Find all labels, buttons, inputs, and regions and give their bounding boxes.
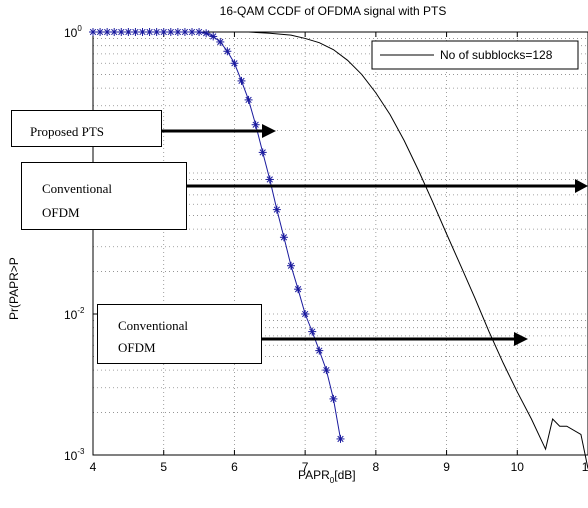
data-point-star [279,233,288,242]
x-axis-label-sub: 0 [330,476,335,485]
data-point-star [188,28,196,36]
x-tick-label: 7 [302,460,309,474]
data-point-star [265,175,274,184]
data-point-star [138,28,147,36]
data-point-star [89,28,97,36]
y-tick-base: 10 [64,26,78,40]
data-point-star [294,285,303,294]
data-point-star [237,76,246,85]
data-point-star [336,434,345,443]
y-tick-exponent: 0 [77,24,82,33]
data-point-star [301,310,310,318]
x-tick-label: 9 [443,460,450,474]
series-layer [89,28,588,469]
data-point-star [329,394,338,403]
arrows [162,124,588,346]
legend-box [371,40,579,70]
data-point-star [287,261,295,270]
x-tick-label: 11 [582,460,588,474]
data-point-star [202,29,211,38]
data-point-star [131,28,140,36]
data-point-star [230,59,239,68]
x-axis-label-unit: [dB] [334,468,355,482]
chart-title: 16-QAM CCDF of OFDMA signal with PTS [220,4,447,18]
legend: No of subblocks=128 [371,40,579,70]
x-axis-label: PAPR0[dB] [298,468,356,485]
data-point-star [103,28,112,36]
data-point-star [159,28,168,36]
y-tick-label: 10-3 [64,447,85,463]
y-tick-label: 10-2 [64,306,85,322]
arrow-conv2-head [514,332,528,346]
data-point-star [308,327,317,336]
x-tick-label: 4 [90,460,97,474]
data-point-star [110,28,119,36]
y-tick-label: 100 [64,24,82,40]
data-point-star [166,28,175,36]
x-tick-label: 10 [511,460,525,474]
data-point-star [180,28,189,36]
axes-box [92,31,588,456]
y-tick-base: 10 [64,449,78,463]
legend-label: No of subblocks=128 [440,48,553,62]
data-point-star [322,366,331,375]
annotation-proposed-pts: Proposed PTS [11,110,162,147]
data-point-star [152,28,161,36]
annotation-conv1-line1: Conventional [42,181,113,196]
series-line-proposed-pts [93,31,341,440]
x-axis-label-base: PAPR [298,468,330,482]
data-point-star [195,28,204,36]
data-point-star [216,37,225,46]
annotation-conv2-line2: OFDM [118,340,156,355]
data-point-star [272,205,281,214]
data-point-star [96,28,105,36]
data-point-star [173,28,182,36]
annotation-conv1-line2: OFDM [42,205,80,220]
x-tick-label: 8 [373,460,380,474]
y-tick-exponent: -2 [77,306,85,315]
data-point-star [258,148,267,157]
series-line-subblocks-128 [93,31,588,469]
x-tick-label: 5 [160,460,167,474]
arrow-proposed-head [262,124,276,138]
annotation-conventional-ofdm-2: Conventional OFDM [97,304,262,364]
data-point-star [209,32,218,41]
y-tick-base: 10 [64,308,78,322]
grid [92,32,588,456]
x-axis: 4 5 6 7 8 9 10 11 [90,32,588,474]
data-point-star [145,28,154,36]
arrow-conv1-head [575,179,588,193]
annotation-conv2-line1: Conventional [118,318,189,333]
x-tick-label: 6 [231,460,238,474]
data-point-star [251,120,260,129]
data-point-star [315,346,324,355]
data-point-star [117,28,126,36]
y-tick-exponent: -3 [77,447,85,456]
data-point-star [223,47,232,56]
annotation-conventional-ofdm-1: Conventional OFDM [21,162,187,230]
y-axis-label: Pr(PAPR>P [7,257,21,320]
data-point-star [124,28,133,36]
data-point-star [244,95,253,104]
annotation-proposed-line1: Proposed PTS [30,124,105,139]
